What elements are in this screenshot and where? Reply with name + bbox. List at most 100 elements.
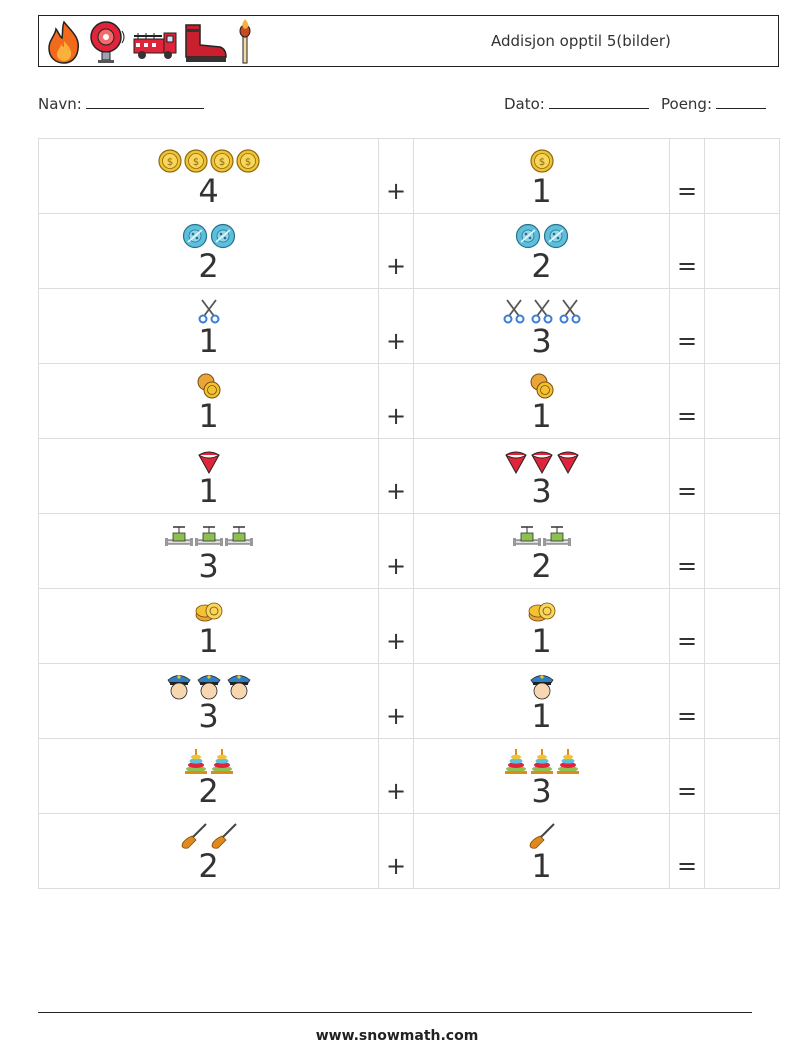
addend-b-cell: 3 [413,288,670,364]
addend-b-icons: $ [414,149,669,177]
equals-cell: = [669,213,705,289]
police-icon [195,671,223,705]
addend-a-cell: $ $ $ $4 [38,138,379,214]
addend-b-number: 1 [531,622,552,660]
addend-b-icons [414,749,669,777]
equals-cell: = [669,288,705,364]
ring-tower-icon [504,747,528,779]
plus-sign: + [385,327,407,355]
ring-tower-icon [530,747,554,779]
equals-cell: = [669,513,705,589]
problem-row: 1 +1 = [38,588,780,664]
addend-a-icons [39,449,378,477]
answer-cell[interactable] [704,213,780,289]
addend-b-number: 2 [531,547,552,585]
valve-icon [224,524,253,552]
plus-cell: + [378,213,414,289]
button-icon [515,223,541,253]
addend-b-number: 3 [531,322,552,360]
plus-cell: + [378,363,414,439]
valve-icon [512,524,541,552]
addend-b-icons [414,823,669,852]
ring-tower-icon [556,747,580,779]
plus-sign: + [385,852,407,880]
date-field[interactable]: Dato: [504,94,649,113]
addend-b-number: 3 [531,772,552,810]
plus-sign: + [385,552,407,580]
addend-b-number: 2 [531,247,552,285]
equals-cell: = [669,438,705,514]
equals-cell: = [669,363,705,439]
addend-b-cell: 1 [413,588,670,664]
scissors-icon [501,298,527,328]
svg-text:$: $ [218,157,224,168]
answer-cell[interactable] [704,738,780,814]
name-field[interactable]: Navn: [38,94,204,113]
addend-a-icons [39,373,378,402]
addend-b-number: 3 [531,472,552,510]
svg-text:$: $ [166,157,172,168]
date-label: Dato: [504,95,545,113]
plus-sign: + [385,627,407,655]
equals-sign: = [676,252,698,280]
plus-sign: + [385,402,407,430]
plus-cell: + [378,663,414,739]
answer-cell[interactable] [704,288,780,364]
equals-sign: = [676,777,698,805]
answer-cell[interactable] [704,438,780,514]
problem-row: 1 +1 = [38,363,780,439]
fire-icon [48,20,80,64]
equals-cell: = [669,663,705,739]
addend-b-number: 1 [531,697,552,735]
addend-a-number: 1 [198,622,219,660]
addend-b-icons [414,524,669,552]
addend-b-icons [414,299,669,327]
coin-stack-icon [527,599,557,627]
addend-b-icons [414,599,669,627]
equals-sign: = [676,402,698,430]
plus-cell: + [378,588,414,664]
coin-icon: $ [157,149,182,177]
addend-a-number: 2 [198,247,219,285]
equals-sign: = [676,702,698,730]
addend-a-icons [39,599,378,627]
funnel-icon [530,447,554,479]
footer-divider [38,1012,752,1013]
addend-a-icons [39,674,378,702]
addend-a-cell: 2 [38,738,379,814]
svg-text:$: $ [192,157,198,168]
problem-grid: $ $ $ $4 + $1 = 2 +2 = 1 +3 = 1 +1 = 1 +3 = 3 +2 = 1 +1 = 3 +1 = 2 +3… [38,138,780,889]
addend-a-cell: 3 [38,513,379,589]
coin-stack-icon [194,599,224,627]
equals-cell: = [669,588,705,664]
answer-cell[interactable] [704,663,780,739]
addend-b-cell: 2 [413,213,670,289]
answer-cell[interactable] [704,138,780,214]
score-line[interactable] [716,94,766,109]
addend-a-number: 1 [198,472,219,510]
funnel-icon [504,447,528,479]
addend-a-number: 4 [198,172,219,210]
addend-a-cell: 1 [38,363,379,439]
addend-b-number: 1 [531,847,552,885]
score-field[interactable]: Poeng: [661,94,766,113]
addend-b-cell: 1 [413,813,670,889]
name-line[interactable] [85,94,204,109]
footer-url[interactable]: www.snowmath.com [315,1028,479,1044]
funnel-icon [197,447,221,479]
answer-cell[interactable] [704,513,780,589]
addend-a-cell: 1 [38,288,379,364]
addend-a-cell: 1 [38,588,379,664]
scissors-icon [196,298,222,328]
fire-alarm-icon [90,21,125,63]
ring-tower-icon [210,747,234,779]
date-line[interactable] [548,94,649,109]
equals-sign: = [676,477,698,505]
answer-cell[interactable] [704,363,780,439]
equals-sign: = [676,852,698,880]
addend-a-icons: $ $ $ $ [39,149,378,177]
valve-icon [542,524,571,552]
answer-cell[interactable] [704,813,780,889]
addend-a-icons [39,223,378,252]
answer-cell[interactable] [704,588,780,664]
